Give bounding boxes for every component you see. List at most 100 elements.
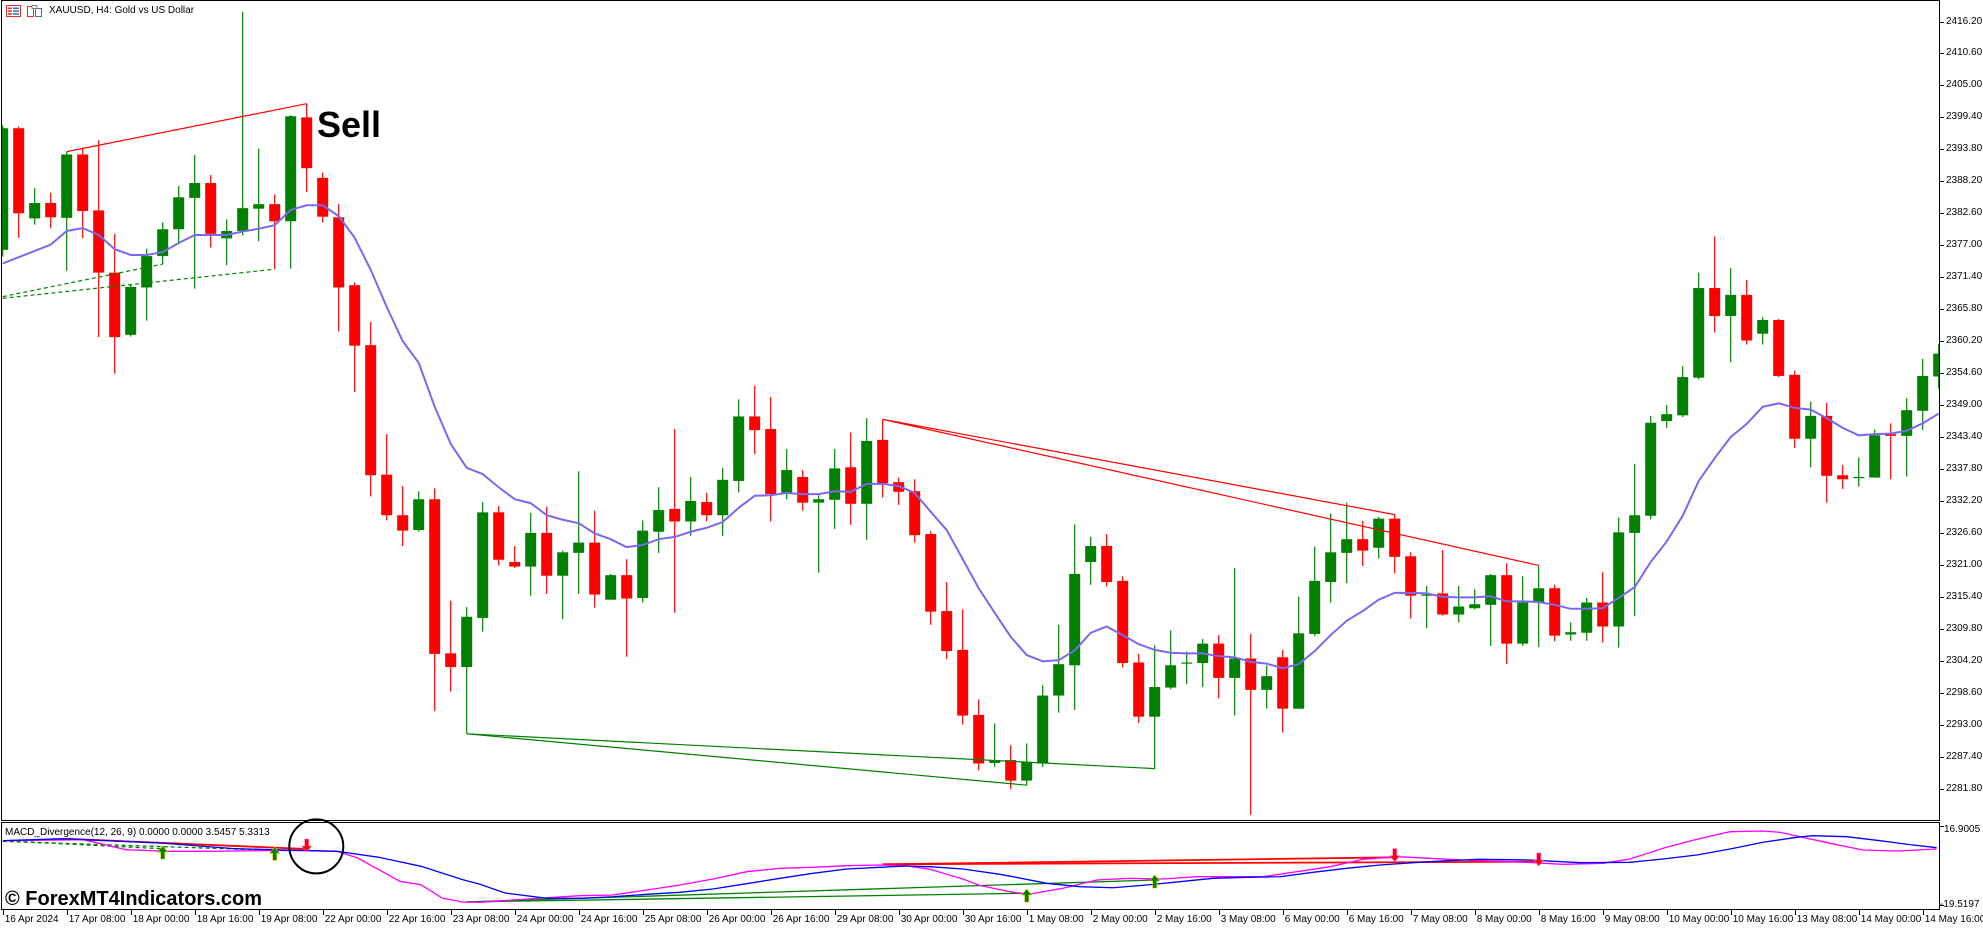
bullish-candle — [717, 467, 729, 536]
time-axis-label: 23 Apr 08:00 — [452, 914, 510, 925]
bearish-candle — [1357, 520, 1369, 567]
bullish-candle — [1485, 573, 1497, 646]
bullish-divergence-line — [466, 733, 1027, 786]
bullish-candle — [1805, 401, 1817, 468]
bullish-candle — [253, 148, 265, 242]
bearish-candle — [349, 282, 361, 392]
bullish-candle — [1517, 576, 1529, 646]
buy-arrow-icon — [1149, 874, 1161, 889]
bullish-candle — [237, 11, 249, 236]
price-axis-label: 2321.00 — [1946, 558, 1983, 570]
bearish-candle — [1789, 370, 1801, 448]
bullish-candle — [1293, 596, 1305, 709]
time-axis-label: 10 May 16:00 — [1732, 914, 1794, 925]
chart-title-bar: XAUUSD, H4: Gold vs US Dollar — [6, 4, 194, 18]
price-chart-area[interactable] — [2, 1, 1939, 820]
bearish-divergence-line — [66, 103, 307, 153]
bearish-candle — [701, 492, 713, 522]
signal-line — [3, 835, 1937, 899]
bullish-candle — [1037, 685, 1049, 767]
bullish-candle — [1629, 463, 1641, 617]
bearish-candle — [589, 510, 601, 608]
bearish-candle — [1245, 633, 1257, 815]
price-axis-label: 2405.00 — [1946, 79, 1983, 91]
chart-icon — [27, 5, 42, 17]
bearish-candle — [333, 204, 345, 332]
bearish-candle — [77, 147, 89, 239]
bearish-candle — [845, 432, 857, 525]
bearish-candle — [1741, 280, 1753, 345]
macd-line — [3, 830, 1937, 903]
bearish-candle — [317, 172, 329, 223]
price-axis-label: 2343.40 — [1946, 431, 1983, 442]
bullish-candle — [1757, 317, 1769, 345]
bearish-candle — [541, 506, 553, 594]
bullish-candle — [1325, 513, 1337, 603]
bullish-candle — [1677, 366, 1689, 418]
time-axis-label: 30 Apr 00:00 — [900, 914, 958, 925]
time-axis-label: 6 May 16:00 — [1348, 914, 1404, 925]
time-axis-label: 3 May 08:00 — [1220, 914, 1276, 925]
bullish-divergence-line — [466, 733, 1155, 770]
bearish-candle — [365, 321, 377, 497]
indicator-subwindow[interactable] — [2, 824, 1939, 909]
bearish-candle — [1821, 402, 1833, 503]
price-axis-label: 2410.60 — [1946, 47, 1983, 59]
price-axis-label: 2365.80 — [1946, 303, 1983, 315]
bearish-candle — [109, 233, 121, 374]
bullish-candle — [1229, 568, 1241, 716]
bullish-candle — [413, 491, 425, 532]
bullish-candle — [477, 502, 489, 632]
bullish-candle — [1725, 268, 1737, 363]
time-axis-label: 26 Apr 00:00 — [708, 914, 766, 925]
bearish-candle — [93, 140, 105, 338]
bullish-candle — [1373, 516, 1385, 559]
time-axis-label: 25 Apr 08:00 — [644, 914, 702, 925]
time-axis-label: 8 May 16:00 — [1540, 914, 1596, 925]
price-axis-label: 2399.40 — [1946, 111, 1983, 123]
bearish-candle — [1389, 514, 1401, 574]
bullish-candle — [1261, 665, 1273, 709]
time-axis-label: 1 May 08:00 — [1028, 914, 1084, 925]
indicator-bullish-divergence-line — [466, 892, 1027, 903]
moving-average-line — [2, 204, 1939, 670]
bullish-candle — [1933, 343, 1939, 389]
bullish-candle — [525, 512, 537, 596]
sell-signal-label: Sell — [317, 104, 382, 145]
buy-arrow-icon — [157, 845, 169, 860]
bullish-candle — [125, 284, 137, 337]
bullish-candle — [1181, 651, 1193, 685]
bearish-candle — [1405, 552, 1417, 619]
price-axis-label: 2337.80 — [1946, 462, 1983, 474]
axis-ticks — [3, 22, 1944, 915]
bullish-candle — [685, 476, 697, 536]
price-axis-label: 2360.20 — [1946, 335, 1983, 347]
bullish-candle — [829, 448, 841, 529]
bullish-divergence-line — [2, 263, 163, 298]
time-axis-label: 14 May 16:00 — [1924, 914, 1983, 925]
price-axis-label: 2287.40 — [1946, 750, 1983, 762]
time-axis-label: 2 May 16:00 — [1156, 914, 1212, 925]
bullish-candle — [141, 248, 153, 321]
bullish-candle — [189, 155, 201, 289]
bullish-candle — [1661, 405, 1673, 428]
bullish-candle — [653, 487, 665, 553]
price-axis-label: 2388.20 — [1946, 175, 1983, 187]
bullish-candle — [173, 185, 185, 243]
price-axis-label: 2315.40 — [1946, 590, 1983, 602]
indicator-plot — [2, 830, 1937, 903]
bearish-candle — [1501, 563, 1513, 665]
bullish-candle — [157, 222, 169, 265]
bearish-divergence-line — [882, 418, 1539, 567]
bearish-candle — [1117, 576, 1129, 668]
bearish-candle — [269, 194, 281, 270]
bullish-candle — [605, 573, 617, 600]
bullish-candle — [557, 550, 569, 620]
bearish-candle — [509, 546, 521, 568]
bullish-candle — [1693, 272, 1705, 380]
time-axis-label: 7 May 08:00 — [1412, 914, 1468, 925]
time-axis-label: 13 May 08:00 — [1796, 914, 1858, 925]
price-axis-label: 2293.00 — [1946, 718, 1983, 730]
price-axis-label: 2354.60 — [1946, 367, 1983, 379]
bullish-candle — [1853, 457, 1865, 487]
